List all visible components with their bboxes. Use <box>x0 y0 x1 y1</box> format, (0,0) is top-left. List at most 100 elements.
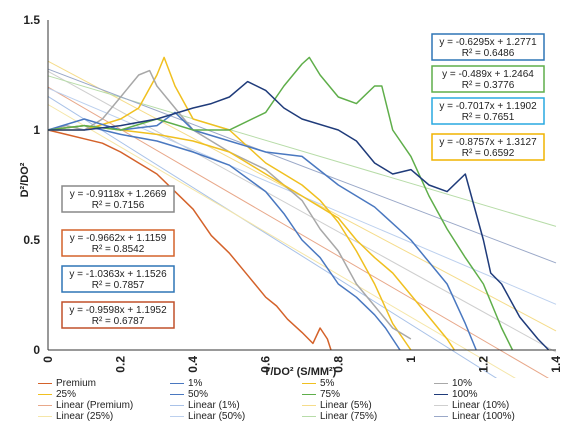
axis-layer <box>47 20 556 351</box>
series-line-premium <box>47 129 332 351</box>
r-squared-text: R² = 0.3776 <box>462 80 515 91</box>
legend-item-linear-1: Linear (1%) <box>170 400 240 411</box>
r-squared-text: R² = 0.6787 <box>92 316 145 327</box>
legend-label: Premium <box>56 378 97 389</box>
legend-swatch <box>302 393 316 395</box>
legend-swatch <box>38 415 52 417</box>
legend-label: 1% <box>188 378 203 389</box>
series-line-50 <box>47 111 477 351</box>
legend-label: 25% <box>56 389 77 400</box>
equation-box-border <box>61 265 175 293</box>
legend-item-linear-5: Linear (5%) <box>302 400 372 411</box>
legend-item-linear-premium: Linear (Premium) <box>38 400 133 411</box>
legend-item-linear-100: Linear (100%) <box>434 411 515 422</box>
equation-text: y = -0.489x + 1.2464 <box>442 69 534 80</box>
legend-label: Linear (10%) <box>452 400 510 411</box>
equation-text: y = -0.8757x + 1.3127 <box>439 137 537 148</box>
legend-item-100: 100% <box>434 389 478 400</box>
legend-swatch <box>434 393 448 395</box>
y-axis-label: D²/DO² <box>19 162 31 197</box>
x-tick-label: 0 <box>41 356 55 363</box>
x-tick-label: 1 <box>404 356 418 363</box>
y-tick-label: 1.5 <box>23 13 40 27</box>
equation-text: y = -0.9118x + 1.2669 <box>70 189 167 200</box>
legend-label: Linear (1%) <box>188 400 240 411</box>
series-line-75 <box>47 56 514 351</box>
trendline-linear-25 <box>47 104 516 378</box>
r-squared-text: R² = 0.8542 <box>92 244 145 255</box>
legend-label: Linear (Premium) <box>56 400 134 411</box>
legend-label: 100% <box>452 389 478 400</box>
legend-label: 75% <box>320 389 341 400</box>
legend-label: 5% <box>320 378 335 389</box>
r-squared-text: R² = 0.7156 <box>92 200 145 211</box>
legend-item-25: 25% <box>38 389 76 400</box>
equation-text: y = -0.7017x + 1.1902 <box>439 101 537 112</box>
r-squared-text: R² = 0.6486 <box>462 48 515 59</box>
x-tick-label: 1.4 <box>549 356 563 373</box>
equation-box-border <box>431 97 545 125</box>
equation-text: y = -0.9662x + 1.1159 <box>70 233 167 244</box>
legend-label: 50% <box>188 389 209 400</box>
legend-item-linear-75: Linear (75%) <box>302 411 377 422</box>
trendline-linear-10 <box>47 70 557 353</box>
legend-item-10: 10% <box>434 378 472 389</box>
legend-swatch <box>170 382 184 384</box>
r-squared-text: R² = 0.6592 <box>462 148 515 159</box>
x-tick-label: 0.8 <box>331 356 345 373</box>
equation-box-border <box>431 33 545 61</box>
legend-item-linear-50: Linear (50%) <box>170 411 245 422</box>
y-tick-label: 0 <box>33 343 40 357</box>
legend-item-75: 75% <box>302 389 340 400</box>
y-tick-label: 0.5 <box>23 233 40 247</box>
equation-box-border <box>431 65 545 93</box>
legend-item-50: 50% <box>170 389 208 400</box>
legend-item-linear-10: Linear (10%) <box>434 400 509 411</box>
legend-label: Linear (100%) <box>452 411 515 422</box>
equation-box-border <box>431 133 545 161</box>
x-tick-label: 1.2 <box>476 356 490 373</box>
legend-swatch <box>38 393 52 395</box>
legend-label: Linear (75%) <box>320 411 378 422</box>
equation-text: y = -1.0363x + 1.1526 <box>69 269 167 280</box>
equation-text: y = -0.9598x + 1.1952 <box>69 305 167 316</box>
legend-swatch <box>170 404 184 406</box>
x-tick-label: 0.2 <box>114 356 128 373</box>
legend-swatch <box>38 382 52 384</box>
r-squared-text: R² = 0.7651 <box>462 112 515 123</box>
legend-label: Linear (5%) <box>320 400 372 411</box>
legend-label: 10% <box>452 378 473 389</box>
legend-swatch <box>302 404 316 406</box>
legend-swatch <box>434 382 448 384</box>
legend-item-1: 1% <box>170 378 202 389</box>
series-line-100 <box>48 80 550 351</box>
tick-label-layer: 0 0.5 1 1.5 0 0.2 0.4 0.6 0.8 1 1.2 1.4 <box>23 13 563 373</box>
series-line-25 <box>47 124 456 351</box>
legend-label: Linear (50%) <box>188 411 246 422</box>
x-tick-label: 0.4 <box>186 356 200 373</box>
legend-swatch <box>434 415 448 417</box>
legend-swatch <box>302 382 316 384</box>
y-tick-label: 1 <box>33 123 40 137</box>
legend-item-linear-25: Linear (25%) <box>38 411 113 422</box>
legend-swatch <box>302 415 316 417</box>
x-axis-label: T/DO² (S/MM²) <box>264 366 337 378</box>
equation-box-border <box>61 229 175 257</box>
legend-label: Linear (25%) <box>56 411 114 422</box>
equation-box-border <box>61 301 175 329</box>
x-tick-label: 0.6 <box>259 356 273 373</box>
chart-svg: 0 0.5 1 1.5 0 0.2 0.4 0.6 0.8 1 1.2 1.4 D²/DO² T/DO… <box>19 13 563 378</box>
legend-swatch <box>434 404 448 406</box>
legend-swatch <box>170 415 184 417</box>
series-layer <box>47 56 550 351</box>
trendline-linear-100 <box>47 68 557 264</box>
r-squared-text: R² = 0.7857 <box>92 280 145 291</box>
